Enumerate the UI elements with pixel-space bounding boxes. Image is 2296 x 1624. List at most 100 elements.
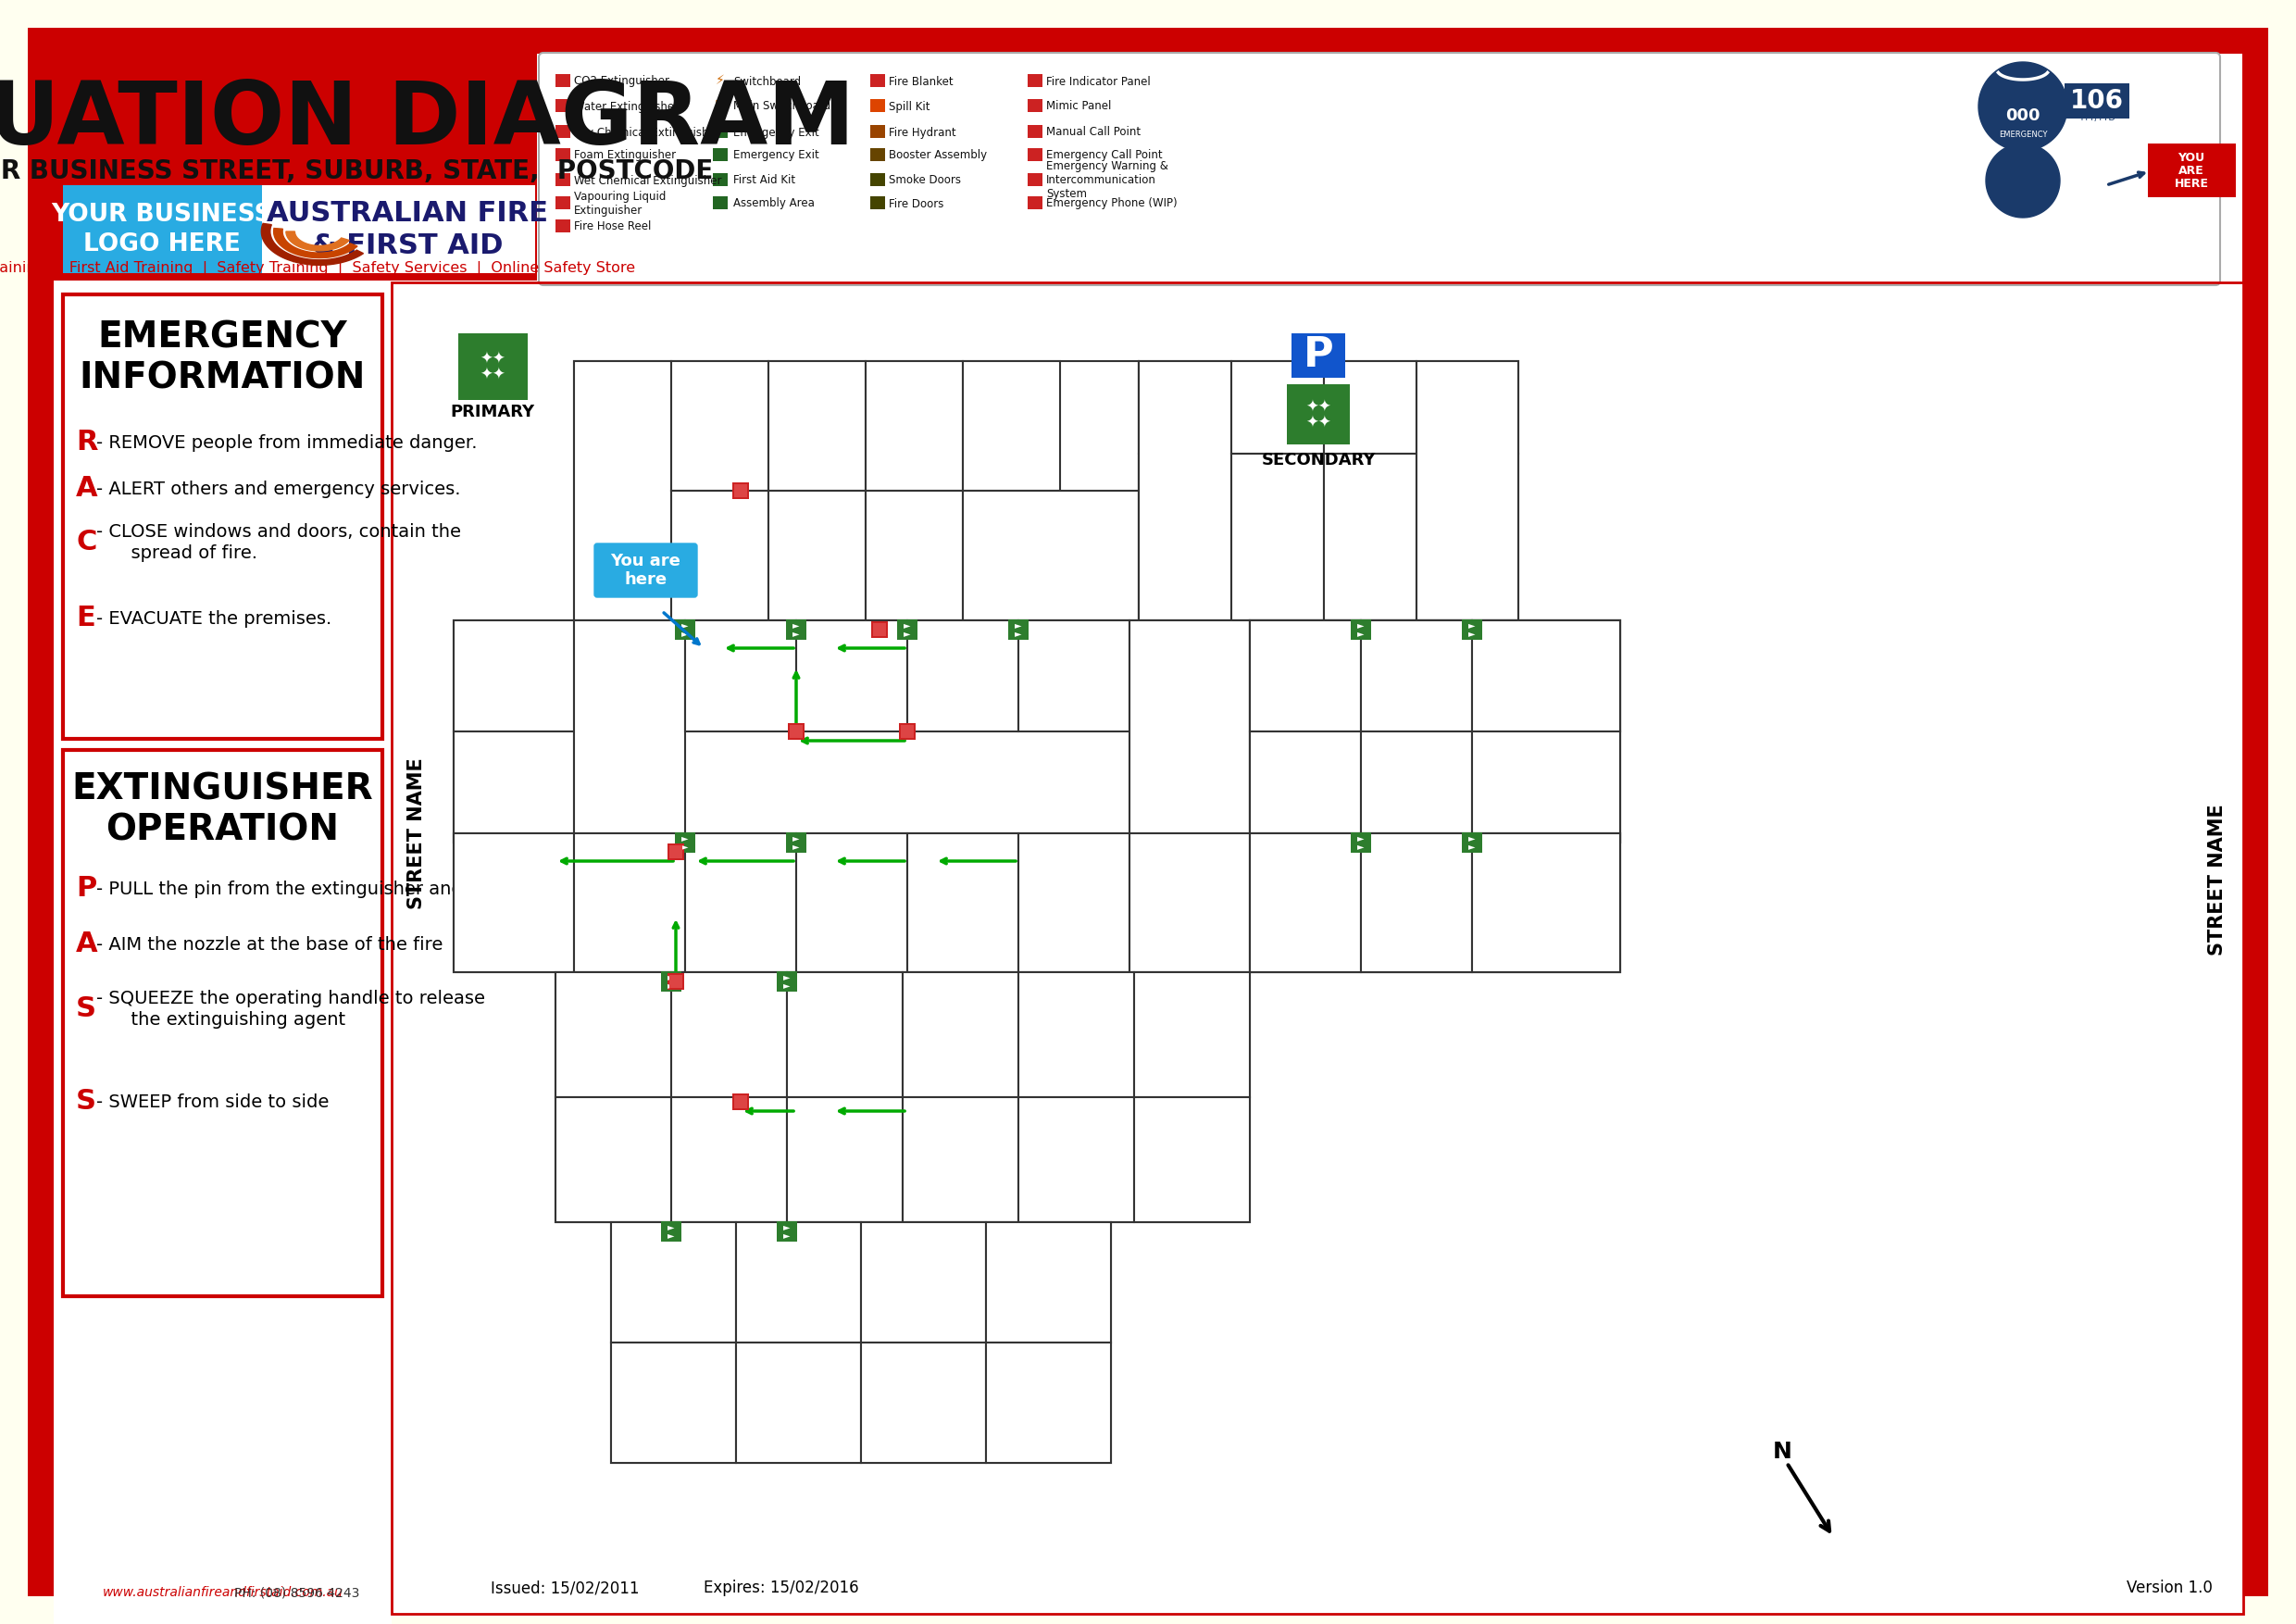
Bar xyxy=(788,723,804,741)
Bar xyxy=(776,1221,797,1242)
Bar xyxy=(1139,361,1231,620)
Text: Wet Chemical Extinguisher: Wet Chemical Extinguisher xyxy=(574,174,721,187)
Bar xyxy=(1472,731,1621,843)
Bar xyxy=(1249,833,1362,973)
Text: EVACUATION DIAGRAM: EVACUATION DIAGRAM xyxy=(0,78,854,162)
Bar xyxy=(785,833,806,853)
Text: PRIMARY: PRIMARY xyxy=(450,404,535,421)
Bar xyxy=(962,490,1139,620)
Bar xyxy=(556,174,569,187)
Text: Assembly Area: Assembly Area xyxy=(732,198,815,209)
Text: STREET NAME: STREET NAME xyxy=(2209,804,2227,955)
Bar xyxy=(1130,833,1249,973)
Text: Booster Assembly: Booster Assembly xyxy=(889,149,987,161)
Bar xyxy=(1231,453,1325,620)
Bar xyxy=(668,843,684,861)
Bar xyxy=(737,1223,861,1343)
Bar xyxy=(900,724,914,737)
Bar xyxy=(1019,973,1134,1098)
Text: Version 1.0: Version 1.0 xyxy=(2126,1580,2213,1596)
Bar xyxy=(670,361,769,490)
Bar xyxy=(870,125,884,138)
Bar xyxy=(53,54,537,281)
Bar xyxy=(668,973,684,989)
Text: Manual Call Point: Manual Call Point xyxy=(1047,127,1141,138)
Bar xyxy=(556,219,569,232)
Bar xyxy=(661,971,682,992)
FancyBboxPatch shape xyxy=(540,52,2220,286)
Bar xyxy=(670,973,788,1098)
Bar xyxy=(788,973,902,1098)
Text: Smoke Doors: Smoke Doors xyxy=(889,174,962,187)
Text: ►
►: ► ► xyxy=(1357,620,1364,638)
Text: P: P xyxy=(76,875,96,903)
Bar xyxy=(785,619,806,640)
Bar xyxy=(870,99,884,112)
Polygon shape xyxy=(1986,143,2060,218)
Bar xyxy=(1325,361,1417,453)
Text: ►
►: ► ► xyxy=(668,1223,675,1241)
Text: STREET NAME: STREET NAME xyxy=(406,757,425,909)
Bar xyxy=(53,283,393,1624)
Bar xyxy=(556,1098,670,1223)
Bar xyxy=(1029,148,1042,161)
Text: Emergency Exit: Emergency Exit xyxy=(732,127,820,138)
Bar xyxy=(900,723,916,741)
Text: Fire Blanket: Fire Blanket xyxy=(889,75,953,88)
Bar xyxy=(735,1095,746,1108)
Text: C: C xyxy=(76,529,96,555)
Bar xyxy=(985,1223,1111,1343)
Bar xyxy=(675,619,696,640)
FancyBboxPatch shape xyxy=(595,544,698,598)
Bar xyxy=(1350,619,1371,640)
Bar xyxy=(1139,361,1518,453)
Text: S: S xyxy=(76,1088,96,1116)
Text: SECONDARY: SECONDARY xyxy=(1261,451,1375,468)
Bar xyxy=(866,361,962,490)
Bar xyxy=(675,833,696,853)
Text: Emergency Exit: Emergency Exit xyxy=(732,149,820,161)
Text: E: E xyxy=(76,606,94,632)
Bar xyxy=(712,197,728,209)
Text: ►
►: ► ► xyxy=(1469,833,1476,851)
Polygon shape xyxy=(273,229,358,258)
Text: R: R xyxy=(76,429,99,456)
Text: Mimic Panel: Mimic Panel xyxy=(1047,101,1111,112)
Bar xyxy=(1463,619,1483,640)
Bar xyxy=(861,1343,985,1463)
Text: ►
►: ► ► xyxy=(905,620,912,638)
Bar xyxy=(1130,620,1249,843)
Bar xyxy=(902,1098,1019,1223)
Bar xyxy=(393,283,2243,1614)
Text: - SQUEEZE the operating handle to release
      the extinguishing agent: - SQUEEZE the operating handle to releas… xyxy=(96,991,484,1028)
Bar xyxy=(574,620,684,843)
Text: Issued: 15/02/2011: Issued: 15/02/2011 xyxy=(491,1580,638,1596)
Text: ►
►: ► ► xyxy=(783,973,790,991)
Bar xyxy=(1472,620,1621,731)
Text: Expires: 15/02/2016: Expires: 15/02/2016 xyxy=(703,1580,859,1596)
Bar xyxy=(556,148,569,161)
Text: TTY/TTD: TTY/TTD xyxy=(2078,114,2115,122)
Bar xyxy=(870,75,884,88)
Text: ►
►: ► ► xyxy=(792,620,799,638)
Bar xyxy=(1472,620,1621,731)
Bar xyxy=(1019,1098,1134,1223)
Bar xyxy=(962,361,1061,490)
Bar xyxy=(670,846,682,859)
Text: - SWEEP from side to side: - SWEEP from side to side xyxy=(96,1093,328,1111)
Bar xyxy=(455,620,1621,843)
Bar xyxy=(1362,731,1472,843)
Text: Fire Indicator Panel: Fire Indicator Panel xyxy=(1047,75,1150,88)
Bar xyxy=(670,1098,788,1223)
Bar xyxy=(684,620,797,731)
Bar xyxy=(542,55,2218,283)
Text: ►
►: ► ► xyxy=(1469,620,1476,638)
Text: S: S xyxy=(76,996,96,1023)
Text: AUSTRALIAN FIRE
& FIRST AID: AUSTRALIAN FIRE & FIRST AID xyxy=(266,200,549,260)
Bar xyxy=(670,974,682,987)
Text: P: P xyxy=(1304,336,1334,375)
Bar xyxy=(455,833,574,973)
Polygon shape xyxy=(287,232,349,250)
Bar xyxy=(1029,197,1042,209)
Bar xyxy=(1019,620,1130,731)
